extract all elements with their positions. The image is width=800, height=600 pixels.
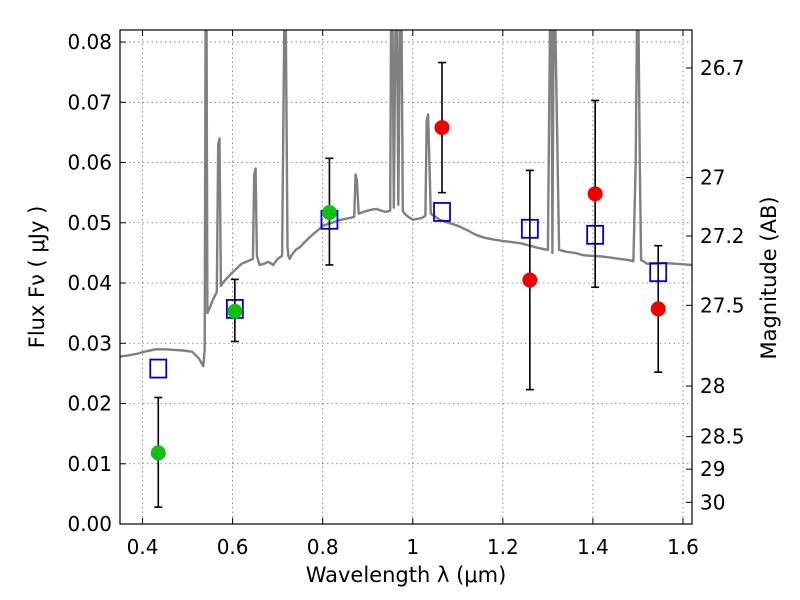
right-axis-tick-label: 30: [700, 490, 725, 514]
y-tick-label: 0.03: [67, 331, 112, 355]
observed-flux-point: [650, 301, 666, 317]
x-tick-label: 1.6: [667, 535, 699, 559]
y-tick-label: 0.08: [67, 30, 112, 54]
x-tick-label: 0.4: [127, 535, 159, 559]
y-tick-label: 0.00: [67, 512, 112, 536]
data-markers: [149, 61, 668, 508]
y-tick-label: 0.06: [67, 151, 112, 175]
right-axis-label: Magnitude (AB): [757, 196, 781, 359]
right-axis-tick-label: 28.5: [700, 425, 745, 449]
tick-labels: 0.4 0.6 0.8 1 1.2 1.4 1.6 0.00 0.01 0.02 0.03 0.04 0…: [67, 30, 744, 559]
right-axis-tick-label: 28: [700, 374, 725, 398]
plot-area: [120, 30, 692, 368]
plot-frame: [119, 29, 693, 525]
y-tick-label: 0.01: [67, 452, 112, 476]
observed-flux-point: [321, 205, 337, 221]
model-photometry-square: [433, 202, 451, 222]
observed-flux-point: [150, 445, 166, 461]
x-tick-label: 0.6: [217, 535, 249, 559]
right-axis-tick-label: 26.7: [700, 56, 745, 80]
y-tick-label: 0.04: [67, 271, 112, 295]
x-tick-label: 0.8: [307, 535, 339, 559]
observed-flux-point: [434, 120, 450, 136]
y-tick-label: 0.05: [67, 211, 112, 235]
y-tick-label: 0.02: [67, 392, 112, 416]
x-tick-label: 1.2: [487, 535, 519, 559]
model-photometry-square: [149, 358, 168, 379]
y-tick-label: 0.07: [67, 90, 112, 114]
y-axis-label: Flux Fν ( μJy ): [25, 206, 49, 349]
right-axis-tick-label: 27: [700, 166, 725, 190]
right-axis-tick-label: 29: [700, 457, 725, 481]
model-spectrum-line: [120, 30, 692, 368]
observed-flux-point: [522, 272, 538, 288]
observed-flux-point: [587, 186, 603, 202]
x-tick-label: 1.4: [577, 535, 609, 559]
axis-ticks: [120, 30, 692, 525]
right-axis-tick-label: 27.5: [700, 293, 745, 317]
observed-flux-point: [227, 303, 243, 319]
right-axis-tick-label: 27.2: [700, 224, 745, 248]
x-axis-label: Wavelength λ (μm): [306, 563, 507, 587]
x-tick-label: 1: [406, 535, 419, 559]
